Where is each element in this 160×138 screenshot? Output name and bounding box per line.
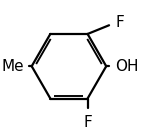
Text: F: F <box>115 15 124 30</box>
Text: F: F <box>83 115 92 130</box>
Text: OH: OH <box>115 59 139 74</box>
Text: Me: Me <box>1 59 24 74</box>
